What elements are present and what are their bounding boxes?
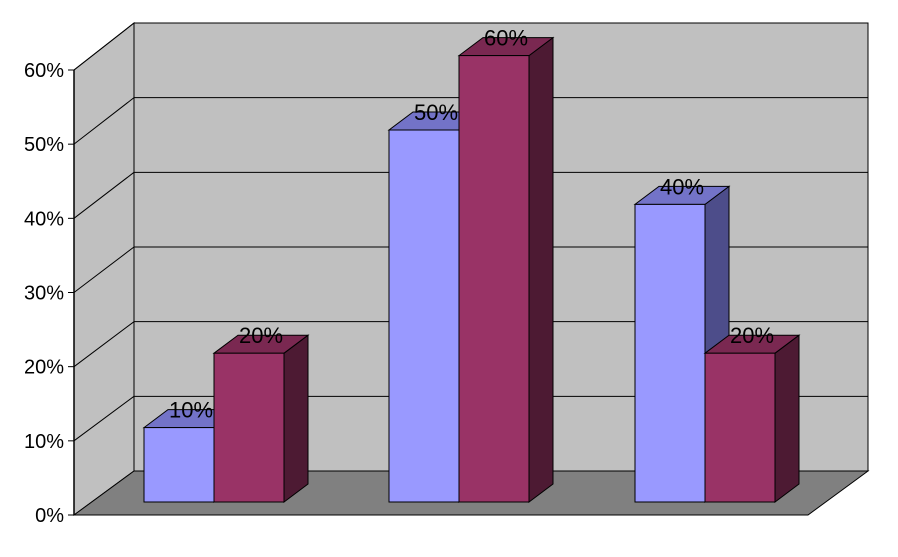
y-tick-label: 40% (24, 208, 64, 230)
bar-side (528, 36, 554, 503)
side-wall (73, 21, 135, 516)
y-tick-label: 50% (24, 134, 64, 156)
bar (458, 55, 530, 503)
y-tick-label: 0% (35, 505, 64, 527)
bar (213, 352, 285, 503)
bar (634, 203, 706, 503)
y-tick-label: 60% (24, 60, 64, 82)
data-label: 60% (484, 26, 528, 51)
y-tick-label: 20% (24, 357, 64, 379)
data-label: 40% (660, 174, 704, 199)
gridline-side (73, 395, 135, 442)
bar-side (774, 334, 800, 503)
data-label: 20% (239, 323, 283, 348)
bars (142, 36, 801, 503)
bar (388, 129, 460, 503)
data-label: 10% (169, 398, 213, 423)
data-label: 50% (414, 100, 458, 125)
data-label: 20% (730, 323, 774, 348)
gridline-side (73, 97, 135, 145)
gridline-side (73, 22, 135, 71)
y-tick-label: 10% (24, 431, 64, 453)
y-tick-label: 30% (24, 283, 64, 305)
data-labels: 10% 50% 40% 20% 60% 20% (169, 26, 774, 423)
y-axis: 0% 10% 20% 30% 40% 50% 60% (24, 60, 74, 527)
gridline-side (73, 246, 135, 293)
bar (143, 427, 215, 503)
bar (704, 352, 776, 503)
gridline-side (73, 321, 135, 368)
gridline-side (73, 171, 135, 219)
bar-side (283, 334, 309, 503)
